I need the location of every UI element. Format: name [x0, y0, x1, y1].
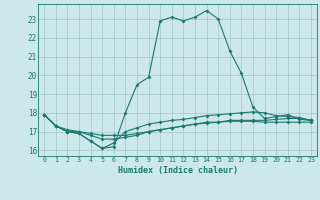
X-axis label: Humidex (Indice chaleur): Humidex (Indice chaleur): [118, 166, 238, 175]
